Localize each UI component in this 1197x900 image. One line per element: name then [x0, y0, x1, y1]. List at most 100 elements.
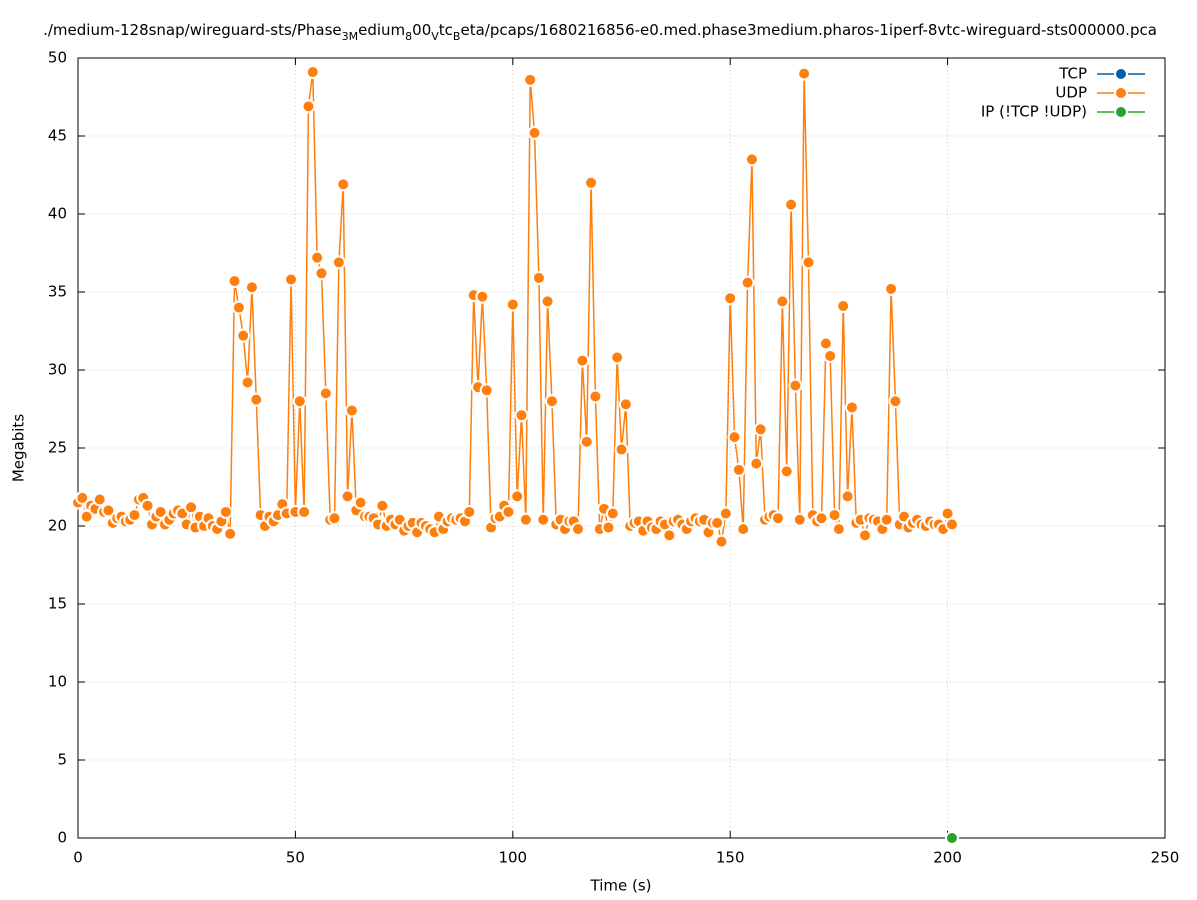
data-point — [710, 515, 725, 530]
data-point — [92, 492, 107, 507]
data-point — [723, 291, 738, 306]
data-point — [718, 506, 733, 521]
data-point — [527, 125, 542, 140]
chart-title: ./medium-128snap/wireguard-sts/Phase3Med… — [43, 21, 1157, 43]
data-point — [888, 394, 903, 409]
data-point — [823, 348, 838, 363]
y-tick-label: 15 — [48, 595, 67, 613]
data-point — [127, 508, 142, 523]
title-part: 8 — [405, 30, 412, 43]
data-point — [540, 294, 555, 309]
data-point — [714, 534, 729, 549]
title-part: 3M — [342, 30, 359, 43]
y-tick-label: 50 — [48, 49, 67, 67]
title-part: B — [453, 30, 461, 43]
data-point — [314, 266, 329, 281]
data-point — [249, 392, 264, 407]
data-point — [749, 456, 764, 471]
data-point — [236, 328, 251, 343]
data-point — [601, 520, 616, 535]
y-tick-label: 45 — [48, 127, 67, 145]
data-point — [514, 408, 529, 423]
x-tick-label: 250 — [1151, 849, 1180, 867]
data-point — [231, 300, 246, 315]
data-point — [618, 397, 633, 412]
data-point — [784, 197, 799, 212]
legend-label: TCP — [1058, 65, 1087, 83]
data-point — [944, 831, 959, 845]
data-point — [240, 375, 255, 390]
data-point — [827, 508, 842, 523]
data-point — [310, 250, 325, 265]
data-point — [731, 462, 746, 477]
data-point — [153, 504, 168, 519]
data-point — [879, 512, 894, 527]
data-point — [753, 422, 768, 437]
data-point — [571, 522, 586, 537]
data-point — [792, 512, 807, 527]
data-point — [844, 400, 859, 415]
data-point — [836, 299, 851, 314]
x-tick-label: 0 — [73, 849, 83, 867]
data-point — [818, 336, 833, 351]
title-part: eta/pcaps/1680216856-e0.med.phase3medium… — [460, 21, 1156, 39]
y-tick-label: 40 — [48, 205, 67, 223]
plot-border — [77, 57, 1166, 839]
data-point — [331, 255, 346, 270]
data-point — [284, 272, 299, 287]
data-point — [575, 353, 590, 368]
data-point — [501, 504, 516, 519]
data-point — [788, 378, 803, 393]
x-tick-label: 200 — [933, 849, 962, 867]
data-point — [588, 389, 603, 404]
title-part: ./medium-128snap/wireguard-sts/Phase — [43, 21, 342, 39]
data-point — [375, 498, 390, 513]
data-point — [227, 274, 242, 289]
y-tick-label: 25 — [48, 439, 67, 457]
data-point — [140, 498, 155, 513]
legend-marker — [1114, 67, 1128, 81]
data-point — [736, 522, 751, 537]
data-point — [579, 434, 594, 449]
x-axis-label: Time (s) — [590, 877, 652, 895]
data-point — [610, 350, 625, 365]
data-point — [584, 175, 599, 190]
data-point — [301, 99, 316, 114]
y-tick-label: 20 — [48, 517, 67, 535]
data-point — [101, 503, 116, 518]
title-part: edium — [358, 21, 405, 39]
data-point — [857, 528, 872, 543]
data-point — [305, 65, 320, 80]
y-tick-label: 5 — [57, 751, 67, 769]
legend-marker — [1114, 105, 1128, 119]
legend-label: IP (!TCP !UDP) — [981, 103, 1087, 121]
data-point — [884, 281, 899, 296]
data-point — [797, 66, 812, 81]
data-point — [327, 511, 342, 526]
data-point — [297, 504, 312, 519]
data-point — [510, 489, 525, 504]
y-tick-label: 0 — [57, 829, 67, 847]
data-point — [184, 500, 199, 515]
data-point — [223, 526, 238, 541]
data-point — [771, 511, 786, 526]
data-point — [801, 255, 816, 270]
data-point — [318, 386, 333, 401]
data-point — [218, 504, 233, 519]
y-axis-label: Megabits — [10, 414, 28, 482]
data-point — [505, 297, 520, 312]
x-tick-label: 50 — [286, 849, 305, 867]
data-point — [75, 490, 90, 505]
data-point — [475, 289, 490, 304]
data-point — [518, 512, 533, 527]
title-part: V — [431, 30, 439, 43]
data-point — [479, 383, 494, 398]
data-point — [523, 72, 538, 87]
data-point — [814, 511, 829, 526]
data-point — [740, 275, 755, 290]
data-point — [831, 522, 846, 537]
data-point — [605, 506, 620, 521]
x-tick-label: 150 — [716, 849, 745, 867]
data-point — [340, 489, 355, 504]
data-point — [744, 152, 759, 167]
